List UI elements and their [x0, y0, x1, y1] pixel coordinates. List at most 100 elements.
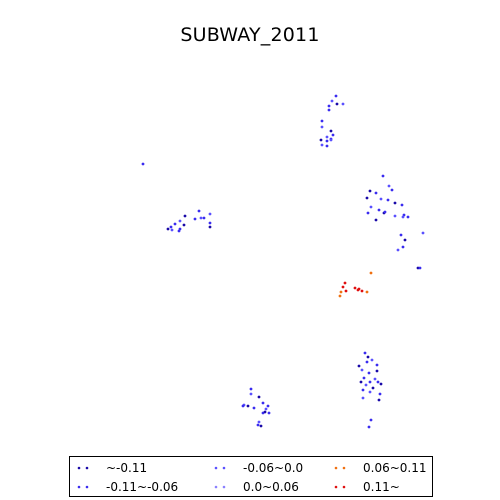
- station-point: [193, 217, 197, 221]
- station-point: [377, 208, 381, 212]
- legend-swatch-dot: [85, 466, 89, 470]
- station-point: [375, 363, 379, 367]
- station-point: [257, 420, 261, 424]
- station-point: [329, 129, 333, 133]
- station-point: [341, 285, 345, 289]
- station-point: [401, 215, 405, 219]
- station-point: [416, 266, 420, 270]
- station-point: [421, 231, 425, 235]
- station-point: [319, 138, 323, 142]
- station-point: [170, 228, 174, 232]
- station-point: [197, 209, 201, 213]
- station-point: [393, 201, 397, 205]
- legend-swatch-dot: [222, 485, 226, 489]
- station-point: [261, 401, 265, 405]
- station-point: [369, 271, 373, 275]
- map-title: SUBWAY_2011: [180, 24, 320, 46]
- station-point: [246, 404, 250, 408]
- station-point: [344, 289, 348, 293]
- station-point: [241, 404, 245, 408]
- station-point: [361, 396, 365, 400]
- station-point: [381, 174, 385, 178]
- station-point: [183, 214, 187, 218]
- station-point: [378, 392, 382, 396]
- station-point: [368, 380, 372, 384]
- station-point: [400, 203, 404, 207]
- station-point: [266, 404, 270, 408]
- station-point: [263, 410, 267, 414]
- station-point: [335, 102, 339, 106]
- station-point: [338, 294, 342, 298]
- station-point: [387, 184, 391, 188]
- legend: ~-0.11 -0.11~-0.06 -0.06~0.0 0.0~0.06 0.…: [69, 456, 433, 497]
- legend-swatch-dot: [214, 485, 218, 489]
- station-point: [177, 229, 181, 233]
- station-point: [364, 383, 368, 387]
- station-point: [368, 390, 372, 394]
- station-point: [379, 382, 383, 386]
- station-point: [330, 99, 334, 103]
- station-point: [325, 144, 329, 148]
- station-point: [375, 369, 379, 373]
- station-point: [325, 135, 329, 139]
- station-point: [376, 380, 380, 384]
- station-point: [367, 371, 371, 375]
- station-point: [267, 411, 271, 415]
- station-point: [390, 188, 394, 192]
- station-point: [208, 225, 212, 229]
- station-point: [249, 392, 253, 396]
- legend-swatch: [77, 485, 89, 489]
- station-point: [325, 139, 329, 143]
- station-point: [373, 377, 377, 381]
- station-point: [199, 216, 203, 220]
- legend-swatch-dot: [77, 466, 81, 470]
- station-point: [252, 406, 256, 410]
- legend-swatch: [214, 485, 226, 489]
- station-point: [366, 355, 370, 359]
- station-point: [329, 138, 333, 142]
- station-point: [320, 119, 324, 123]
- station-point: [383, 210, 387, 214]
- station-point: [401, 245, 405, 249]
- station-point: [264, 407, 268, 411]
- station-point: [377, 398, 381, 402]
- station-point: [208, 221, 212, 225]
- station-point: [141, 162, 145, 166]
- station-point: [363, 351, 367, 355]
- station-point: [341, 102, 345, 106]
- station-point: [406, 215, 410, 219]
- station-point: [320, 125, 324, 129]
- station-point: [327, 104, 331, 108]
- legend-swatch-dot: [334, 466, 338, 470]
- station-point: [334, 94, 338, 98]
- station-point: [403, 238, 407, 242]
- station-point: [399, 233, 403, 237]
- station-point: [182, 223, 186, 227]
- legend-swatch-dot: [77, 485, 81, 489]
- legend-swatch-dot: [334, 485, 338, 489]
- station-point: [353, 286, 357, 290]
- station-point: [356, 288, 360, 292]
- legend-swatch-dot: [214, 466, 218, 470]
- station-point: [396, 248, 400, 252]
- station-point: [360, 368, 364, 372]
- station-point: [202, 216, 206, 220]
- station-point: [360, 289, 364, 293]
- station-point: [386, 198, 390, 202]
- station-point: [393, 214, 397, 218]
- station-point: [365, 290, 369, 294]
- station-point: [361, 388, 365, 392]
- station-point: [365, 196, 369, 200]
- station-point: [357, 364, 361, 368]
- legend-swatch: [334, 466, 346, 470]
- station-point: [369, 205, 373, 209]
- legend-swatch-dot: [342, 466, 346, 470]
- legend-label: -0.06~0.0: [243, 461, 304, 475]
- station-point: [259, 424, 263, 428]
- legend-label: 0.11~: [363, 480, 400, 494]
- station-point: [418, 266, 422, 270]
- station-point: [331, 133, 335, 137]
- station-point: [166, 227, 170, 231]
